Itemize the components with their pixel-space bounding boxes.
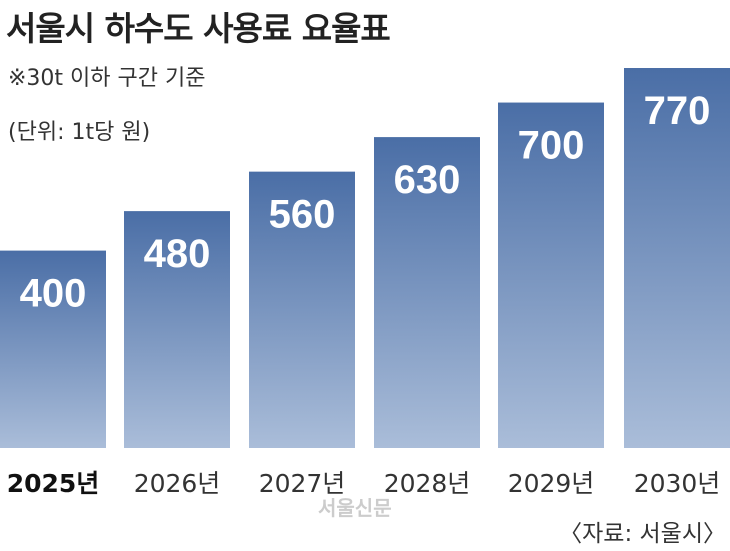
bar-2026년 <box>124 211 230 448</box>
chart-title: 서울시 하수도 사용료 요율표 <box>6 9 391 48</box>
chart-subtitle: ※30t 이하 구간 기준 <box>8 66 206 91</box>
value-label: 400 <box>20 272 87 316</box>
bar-2030년 <box>624 68 730 448</box>
value-label: 560 <box>269 193 336 237</box>
bar-2029년 <box>498 102 604 449</box>
bar-2027년 <box>249 171 355 448</box>
unit-label: (단위: 1t당 원) <box>8 120 151 145</box>
watermark: 서울신문 <box>318 496 392 520</box>
x-tick-label: 2026년 <box>134 469 221 498</box>
value-label: 770 <box>644 89 711 133</box>
bar-2025년 <box>0 250 106 448</box>
x-tick-label: 2025년 <box>7 469 100 498</box>
bar-2028년 <box>374 137 480 448</box>
x-tick-label: 2030년 <box>634 469 721 498</box>
x-tick-label: 2027년 <box>259 469 346 498</box>
value-label: 700 <box>518 124 585 168</box>
source-note: 〈자료: 서울시〉 <box>559 521 726 547</box>
x-tick-label: 2028년 <box>384 469 471 498</box>
value-label: 630 <box>394 158 461 202</box>
x-tick-label: 2029년 <box>508 469 595 498</box>
value-label: 480 <box>144 232 211 276</box>
